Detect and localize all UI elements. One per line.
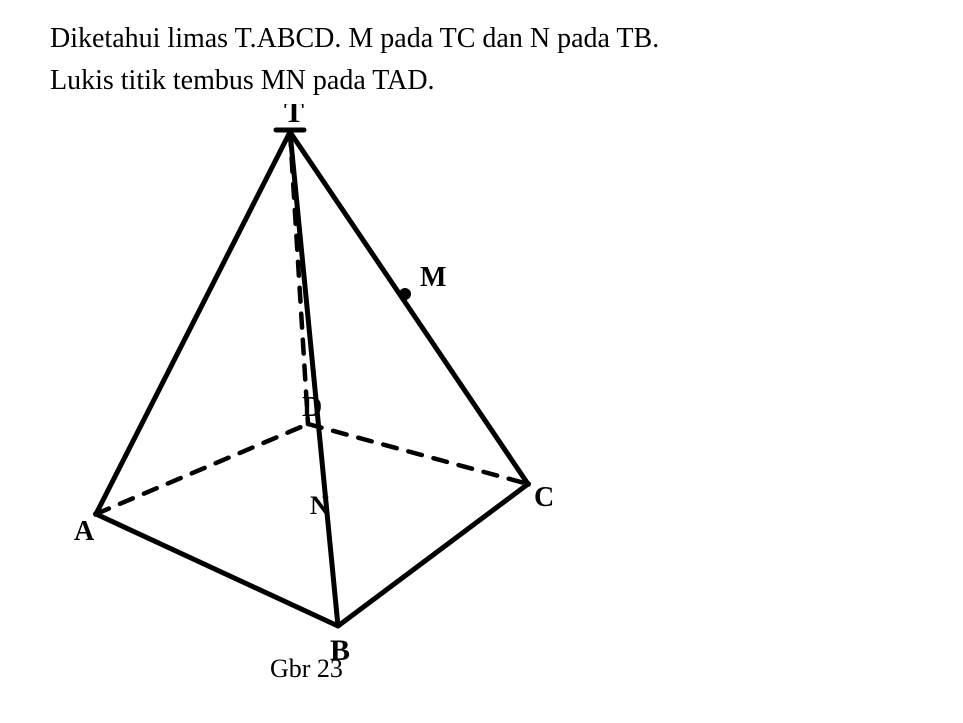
- problem-line-1: Diketahui limas T.ABCD. M pada TC dan N …: [50, 20, 943, 58]
- label-d: D: [302, 392, 322, 423]
- label-b: B: [330, 634, 350, 664]
- label-m: M: [420, 262, 446, 293]
- pyramid-svg: T A B C D M N: [60, 104, 620, 664]
- label-n: N: [310, 491, 329, 520]
- label-c: C: [534, 482, 554, 513]
- label-t: T: [284, 104, 304, 129]
- problem-line-2: Lukis titik tembus MN pada TAD.: [50, 62, 943, 100]
- pyramid-diagram: T A B C D M N: [60, 104, 620, 664]
- point-m: [399, 288, 411, 300]
- label-a: A: [74, 516, 95, 547]
